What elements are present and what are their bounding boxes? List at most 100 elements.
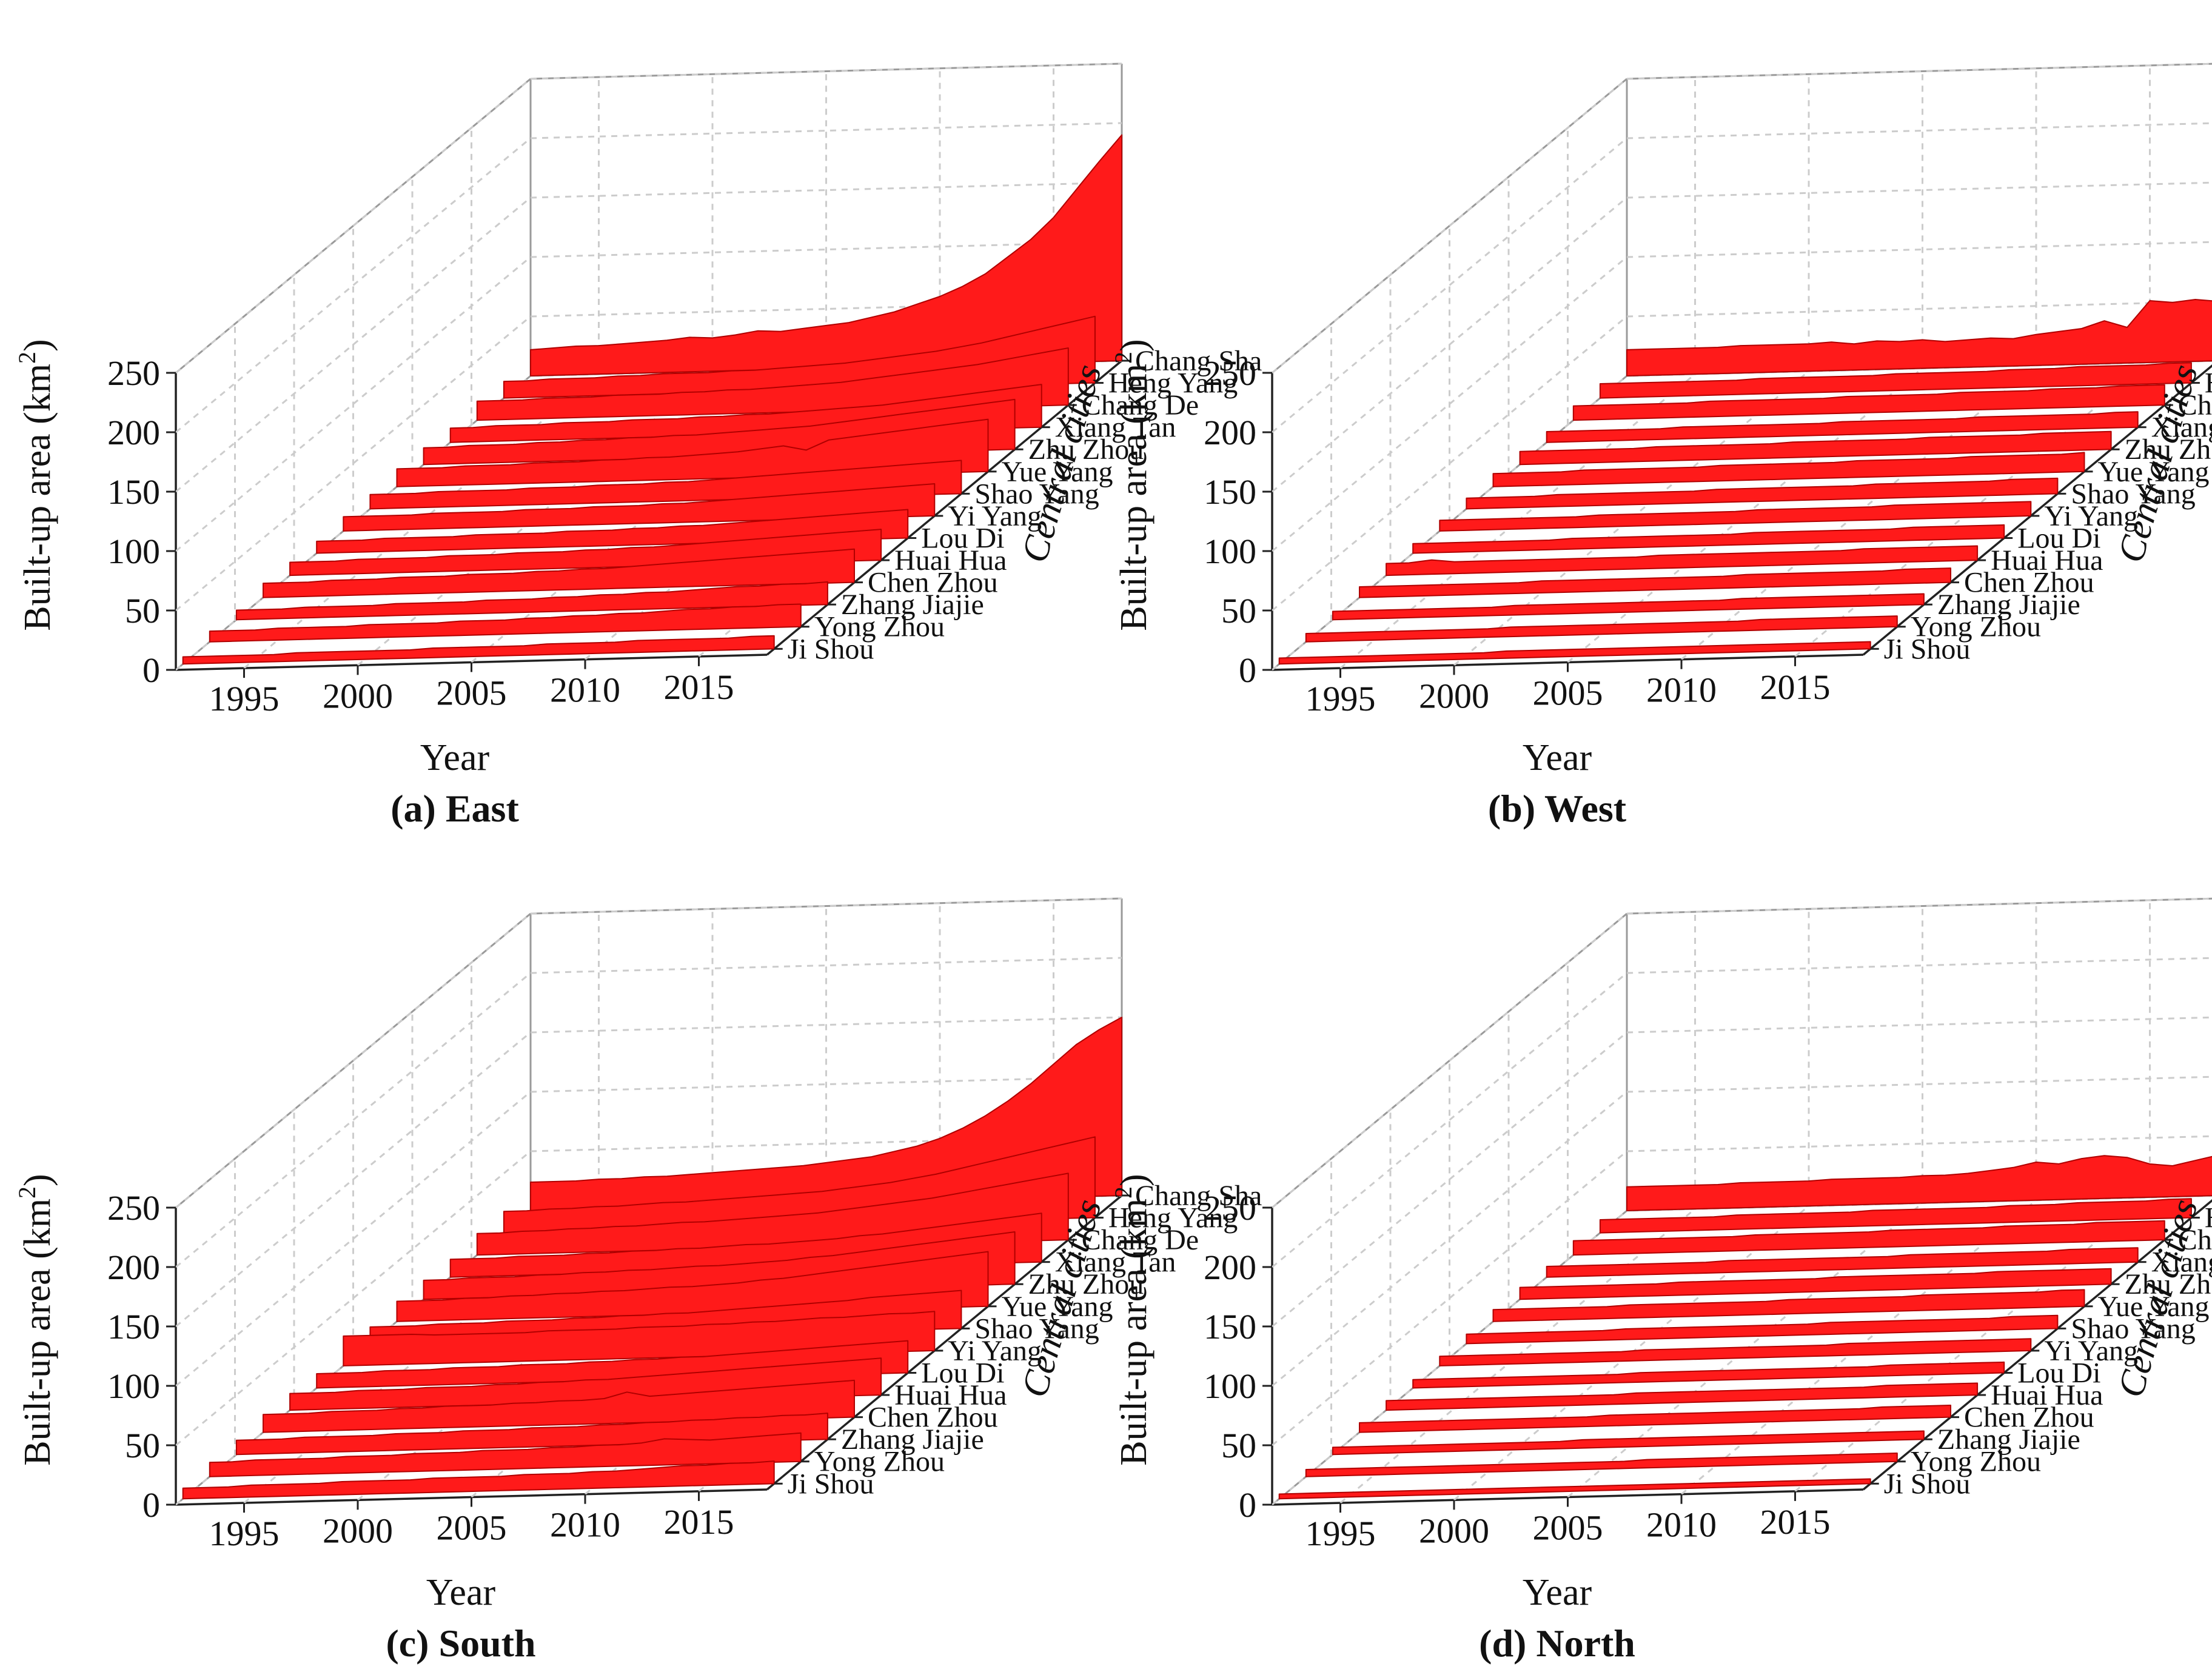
east-ytick-label: 50 <box>125 591 160 630</box>
north-xtick-label: 2000 <box>1419 1511 1489 1550</box>
west-ribbon-zhang-jiajie <box>1332 593 1925 621</box>
south-frame-edge <box>530 897 1122 915</box>
east-xtick-label: 2005 <box>437 674 507 713</box>
panel-east-ribbons <box>182 134 1122 665</box>
north-xtick-label: 1995 <box>1305 1514 1376 1553</box>
panel-north-caption: (d) North <box>1479 1622 1635 1665</box>
north-xtick-label: 2010 <box>1646 1505 1717 1545</box>
panel-west-ribbons <box>1278 299 2212 665</box>
south-xtick-label: 2000 <box>323 1511 393 1550</box>
north-city-label: Chang De <box>2178 1224 2212 1256</box>
panel-north-ylabel: Built-up area (km2) <box>1110 1174 1155 1465</box>
south-city-label: Lou Di <box>921 1357 1004 1389</box>
east-ytick-label: 200 <box>107 413 160 452</box>
south-city-label: Huai Hua <box>894 1379 1007 1411</box>
east-ytick-label: 150 <box>107 472 160 512</box>
north-city-label: Heng Yang <box>2205 1202 2212 1234</box>
west-ytick-label: 250 <box>1204 353 1256 393</box>
east-city-label: Chang De <box>1082 389 1199 421</box>
north-gridline-y <box>1272 957 2212 1268</box>
south-city-label: Ji Shou <box>788 1468 874 1500</box>
west-city-label: Yong Zhou <box>1911 611 2041 643</box>
south-ytick-label: 200 <box>107 1248 160 1287</box>
south-gridline-y <box>175 957 1122 1268</box>
east-city-label: Lou Di <box>921 522 1004 554</box>
north-ytick-label: 50 <box>1221 1426 1256 1465</box>
south-city-label: Chen Zhou <box>868 1402 998 1434</box>
south-ytick-label: 50 <box>125 1426 160 1465</box>
west-xtick-label: 2000 <box>1419 676 1489 715</box>
south-city-label: Xiang Tan <box>1055 1246 1176 1279</box>
north-ribbon-yong-zhou <box>1305 1453 1898 1477</box>
west-ribbon-yong-zhou <box>1305 615 1898 643</box>
north-ribbon-chang-sha <box>1626 1155 2212 1211</box>
north-ytick-label: 200 <box>1204 1248 1256 1287</box>
south-city-label: Zhu Zhou <box>1028 1268 1144 1300</box>
east-city-label: Heng Yang <box>1108 367 1238 400</box>
west-ytick-label: 200 <box>1204 413 1256 452</box>
east-xtick-label: 2010 <box>550 670 620 710</box>
west-ytick-label: 150 <box>1204 472 1256 512</box>
panel-west-ylabel: Built-up area (km2) <box>1110 339 1155 630</box>
panel-south-ticks: 0 50 100 150 200 250 1995 2000 2005 2010 2015 <box>107 1188 734 1553</box>
north-city-label: Yong Zhou <box>1911 1446 2041 1478</box>
east-city-label: Zhu Zhou <box>1028 433 1144 466</box>
west-xtick-label: 2005 <box>1533 674 1603 713</box>
panel-south-ylabel: Built-up area (km2) <box>13 1174 58 1465</box>
east-city-label: Zhang Jiajie <box>841 589 984 621</box>
east-frame-edge <box>530 62 1122 80</box>
south-xtick-label: 1995 <box>209 1514 280 1553</box>
north-ytick-label: 100 <box>1204 1366 1256 1406</box>
north-ribbon-huai-hua <box>1386 1382 1979 1411</box>
south-axis-line <box>766 1194 1123 1491</box>
west-city-label: Xiang Tan <box>2151 412 2212 444</box>
west-city-label: Chang De <box>2178 389 2212 421</box>
north-ribbon-ji-shou <box>1278 1478 1871 1500</box>
west-axis-line <box>1862 364 2212 656</box>
east-gridline-y <box>175 62 1122 374</box>
panel-south-xlabel: Year <box>426 1572 496 1613</box>
west-city-label: Zhu Zhou <box>2125 433 2212 466</box>
north-city-label: Chen Zhou <box>1964 1402 2094 1434</box>
north-xtick-label: 2015 <box>1760 1502 1831 1542</box>
east-city-label: Ji Shou <box>788 633 874 665</box>
west-gridline-y <box>1272 62 2212 374</box>
east-city-label: Shao Yang <box>974 478 1099 510</box>
north-city-label: Huai Hua <box>1991 1379 2103 1411</box>
panel-west-xlabel: Year <box>1523 737 1592 778</box>
east-city-label: Huai Hua <box>894 544 1007 577</box>
north-ribbon-yi-yang <box>1439 1338 2032 1366</box>
south-city-label: Yue Yang <box>1002 1291 1113 1323</box>
north-ytick-label: 150 <box>1204 1307 1256 1346</box>
south-xtick-label: 2005 <box>437 1508 507 1548</box>
south-city-label: Yong Zhou <box>814 1446 945 1478</box>
south-xtick-label: 2015 <box>664 1502 734 1542</box>
west-city-label: Chen Zhou <box>1964 567 2094 599</box>
panel-east-xlabel: Year <box>420 737 490 778</box>
panel-east-ticks: 0 50 100 150 200 250 1995 2000 2005 2010 2015 <box>107 353 734 718</box>
east-ytick-label: 100 <box>107 532 160 571</box>
north-ytick-label: 0 <box>1239 1485 1256 1525</box>
north-xtick-label: 2005 <box>1533 1508 1603 1548</box>
north-city-label: Yue Yang <box>2098 1291 2210 1323</box>
west-city-label: Yi Yang <box>2044 500 2138 532</box>
west-city-label: Heng Yang <box>2205 367 2212 400</box>
south-city-label: Shao Yang <box>974 1313 1099 1345</box>
panel-west-ticks: 0 50 100 150 200 250 1995 2000 2005 2010 2015 <box>1204 353 1831 718</box>
west-xtick-label: 1995 <box>1305 679 1376 718</box>
panel-west-caption: (b) West <box>1488 787 1627 830</box>
north-axis-line <box>1862 1199 2212 1491</box>
east-city-label: Yong Zhou <box>814 611 945 643</box>
west-xtick-label: 2010 <box>1646 670 1717 710</box>
south-ytick-label: 0 <box>142 1485 160 1525</box>
west-city-label: Huai Hua <box>1991 544 2103 577</box>
east-city-label: Chen Zhou <box>868 567 998 599</box>
west-city-label: Zhang Jiajie <box>1937 589 2080 621</box>
south-city-label: Chang Sha <box>1135 1180 1262 1212</box>
